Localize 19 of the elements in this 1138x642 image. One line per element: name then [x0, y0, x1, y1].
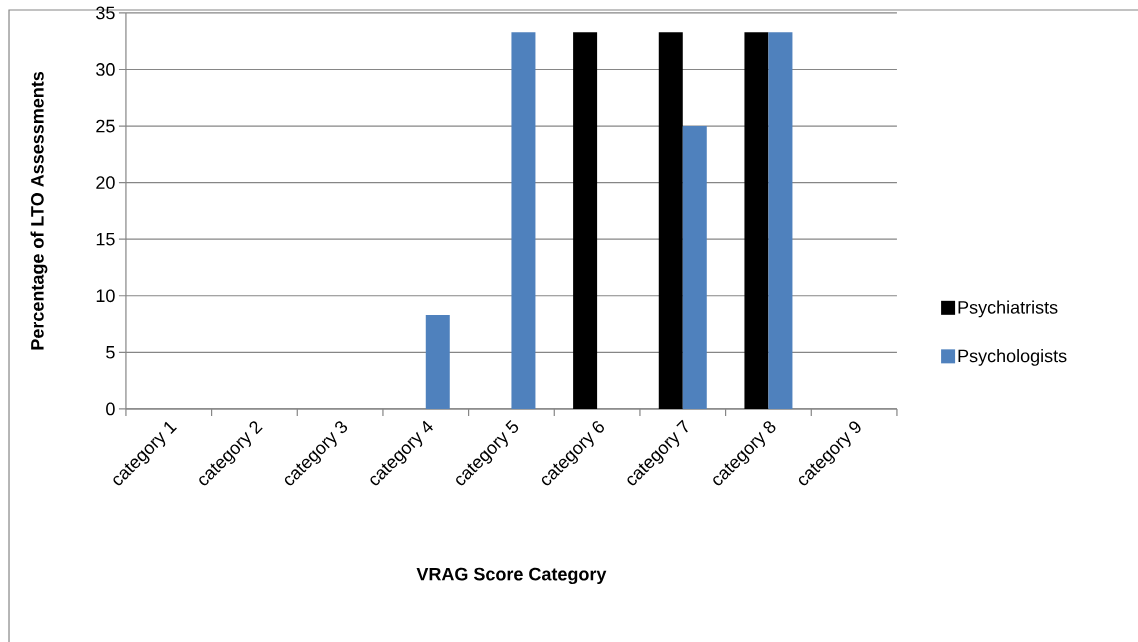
bar — [511, 32, 536, 409]
bar — [573, 32, 598, 409]
y-tick-label: 15 — [96, 232, 115, 246]
y-tick-label: 10 — [96, 289, 115, 303]
y-tick-label: 0 — [106, 402, 115, 416]
bar — [744, 32, 769, 409]
bar — [425, 315, 450, 409]
y-tick-label: 5 — [106, 346, 115, 359]
y-tick-label: 35 — [96, 6, 115, 20]
y-tick-label: 30 — [96, 63, 115, 76]
legend-label: Psychologists — [958, 349, 1067, 366]
y-tick-label: 25 — [96, 119, 115, 133]
y-axis-title: Percentage of LTO Assessments — [30, 71, 48, 350]
legend-label: Psychiatrists — [958, 300, 1058, 318]
x-axis-title: VRAG Score Category — [416, 567, 607, 585]
y-tick-label: 20 — [96, 176, 115, 189]
bar — [682, 126, 707, 409]
bar — [768, 32, 793, 409]
bar — [658, 32, 683, 409]
